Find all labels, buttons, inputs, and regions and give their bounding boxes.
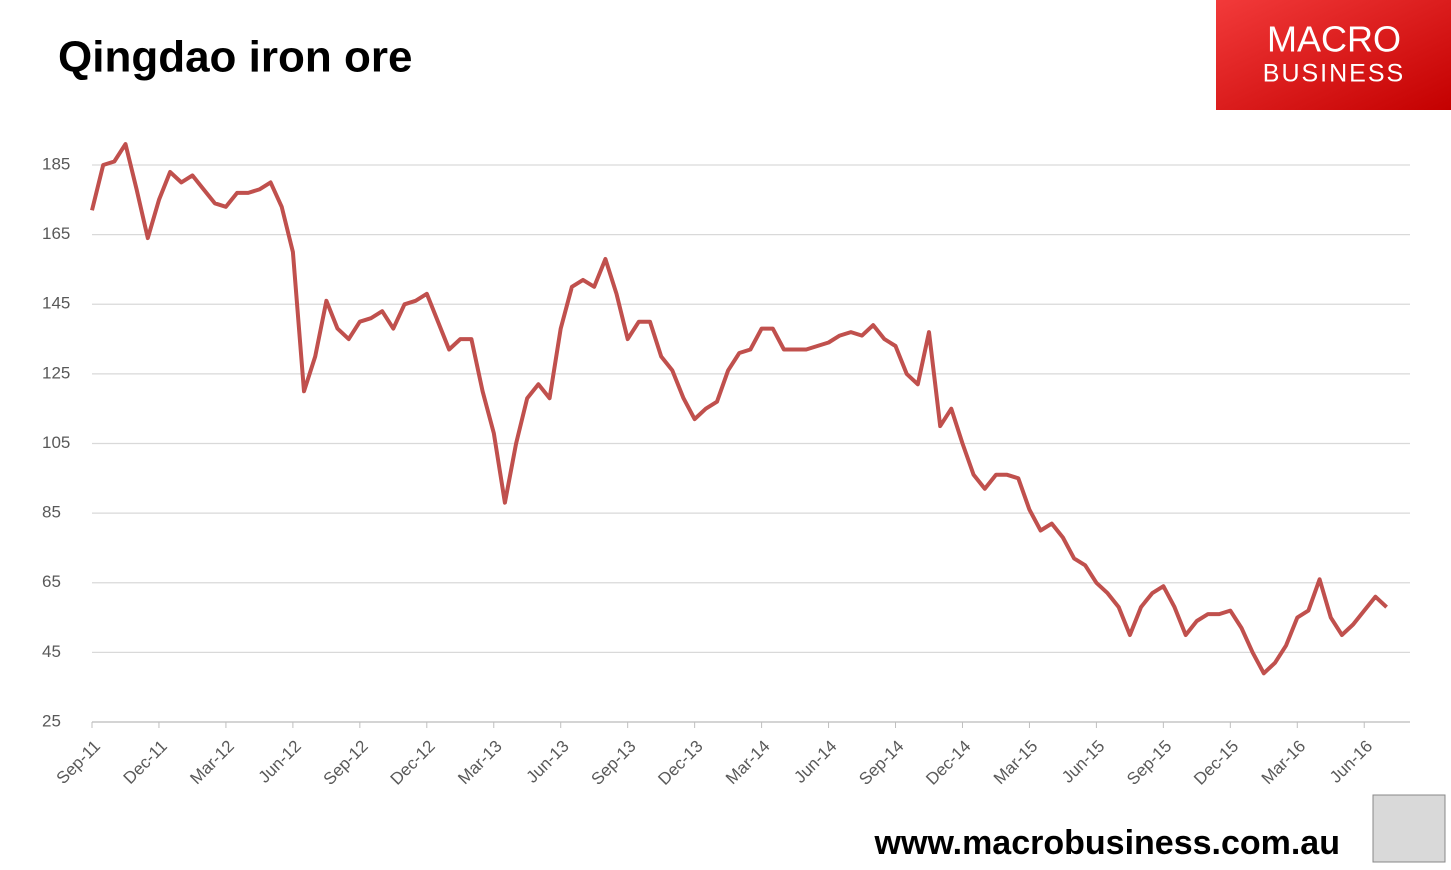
y-tick-label: 25 [42, 711, 61, 730]
y-tick-label: 65 [42, 572, 61, 591]
chart-title: Qingdao iron ore [58, 33, 412, 82]
wolf-icon [1372, 794, 1446, 863]
y-tick-label: 105 [42, 433, 70, 452]
brand-line2: BUSINESS [1263, 60, 1405, 88]
y-tick-label: 185 [42, 154, 70, 173]
y-tick-label: 145 [42, 294, 70, 313]
y-tick-label: 125 [42, 363, 70, 382]
brand-logo [1216, 0, 1451, 110]
brand-line1: MACRO [1267, 19, 1401, 60]
y-tick-label: 165 [42, 224, 70, 243]
data-line [90, 142, 1388, 676]
y-tick-label: 85 [42, 503, 61, 522]
footer-url: www.macrobusiness.com.au [874, 824, 1340, 862]
y-tick-label: 45 [42, 642, 61, 661]
